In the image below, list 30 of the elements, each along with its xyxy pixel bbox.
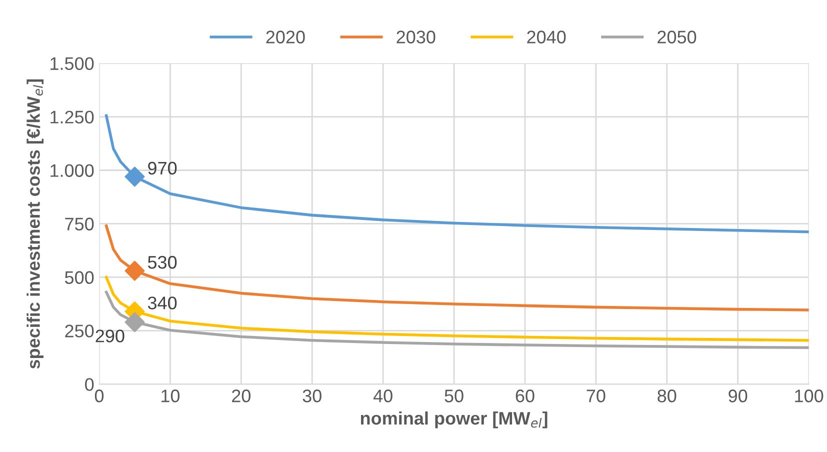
x-tick-label: 50	[444, 390, 464, 402]
legend-label: 2050	[658, 30, 696, 44]
y-tick-label: 0	[85, 378, 94, 391]
legend-label: 2040	[527, 30, 566, 44]
x-tick-label: 40	[373, 390, 392, 402]
x-axis-title: nominal power [MW$_{el}$]	[360, 411, 548, 428]
x-tick-label: 20	[232, 390, 250, 402]
y-axis-title: specific investment costs [€/kW$_{el}$]	[26, 79, 44, 369]
legend-label: 2030	[396, 30, 436, 44]
data-label: 290	[96, 330, 124, 342]
x-tick-label: 0	[94, 390, 104, 402]
x-tick-label: 70	[586, 390, 606, 402]
x-tick-label: 10	[162, 390, 180, 402]
y-tick-label: 250	[65, 324, 94, 338]
y-tick-label: 1.250	[50, 110, 94, 124]
x-tick-label: 80	[658, 390, 676, 402]
legend-label: 2020	[266, 30, 305, 44]
data-label: 530	[148, 256, 177, 269]
x-tick-label: 90	[728, 390, 748, 402]
data-label: 340	[148, 296, 177, 310]
y-tick-label: 500	[64, 271, 94, 284]
line-series	[104, 224, 809, 312]
x-tick-label: 30	[302, 390, 322, 402]
x-tick-label: 100	[795, 390, 824, 402]
y-tick-label: 1.500	[50, 57, 94, 70]
x-tick-label: 60	[516, 390, 534, 402]
y-tick-label: 750	[65, 218, 94, 230]
data-label: 970	[148, 162, 177, 175]
y-tick-label: 1.000	[50, 164, 94, 177]
line-series	[104, 114, 809, 234]
